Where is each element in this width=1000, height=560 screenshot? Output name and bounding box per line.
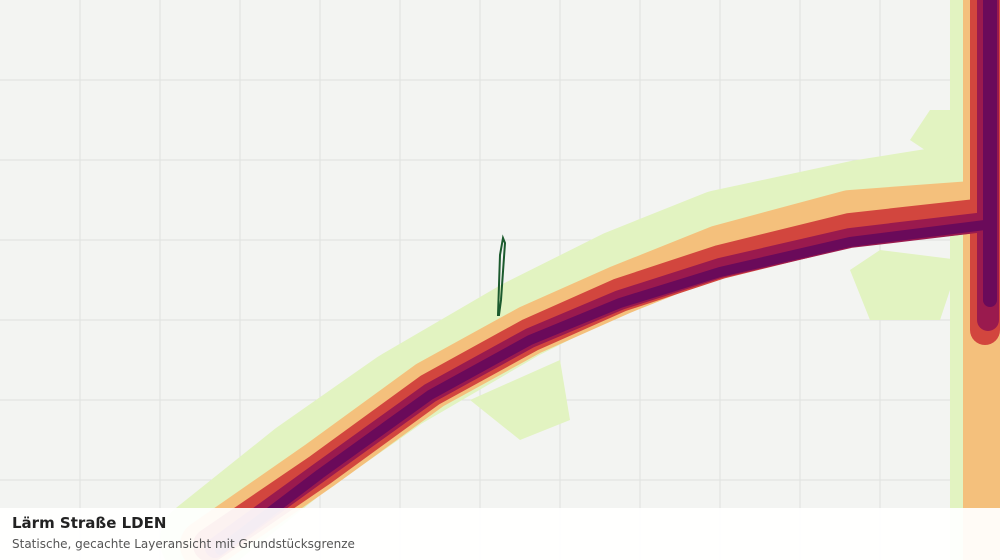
caption: Lärm Straße LDEN Statische, gecachte Lay… bbox=[0, 508, 1000, 560]
layer-title: Lärm Straße LDEN bbox=[12, 514, 167, 532]
noise-bands bbox=[160, 0, 1000, 560]
layer-subtitle: Statische, gecachte Layeransicht mit Gru… bbox=[12, 537, 355, 551]
parcel-boundary bbox=[496, 234, 507, 316]
